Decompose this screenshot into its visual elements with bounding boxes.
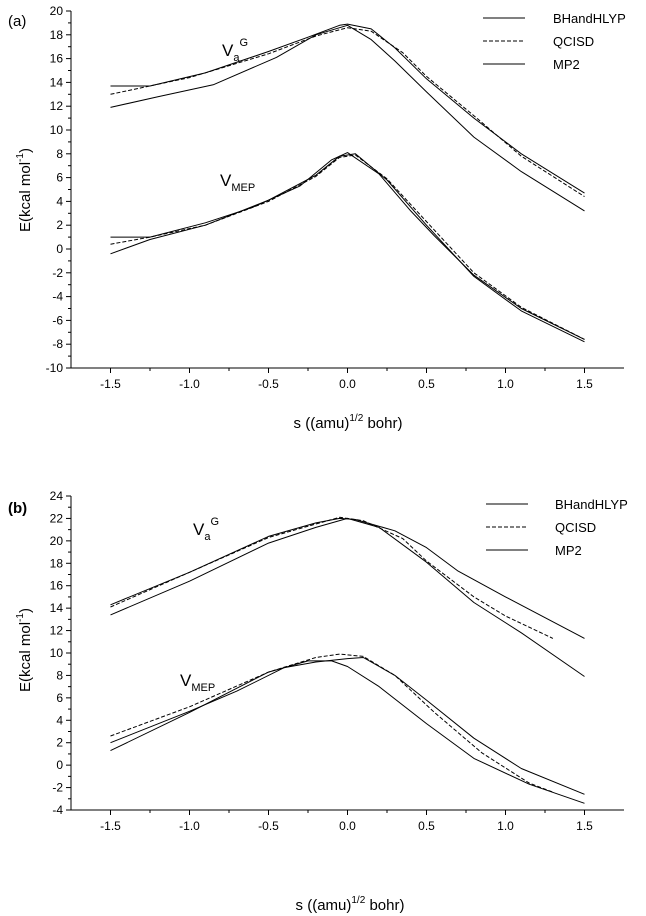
curve-label-sub: a [233,52,240,64]
y-tick-label: 12 [50,99,64,113]
y-tick-label: 2 [56,736,63,750]
curve-label-sup: G [239,37,248,49]
chart-panel-a: -10 -8 -6 -4 -2 0 2 4 6 8 10 12 14 16 18 20 -1.5 -1.0 -0.5… [8,4,626,432]
series-line-va-g-solid [110,517,585,639]
series-line-v-mep-solid [110,152,585,340]
x-axis-title-sup: 1/2 [351,895,365,906]
y-tick-label: 22 [50,511,64,525]
y-tick-label: -4 [52,803,63,817]
y-tick-label: 20 [50,534,64,548]
x-tick-label: -1.0 [179,819,200,833]
series-line-v-mep-dashed [110,154,585,340]
series-line-va-g-dashed [110,27,585,198]
curve-label-sub: MEP [231,182,255,194]
curve-label-lower: VMEP [180,671,215,694]
y-tick-label: 0 [56,758,63,772]
x-tick-label: 0.0 [339,377,356,391]
x-tick-label: 1.0 [497,377,514,391]
series-line-v-mep-solid [110,660,585,804]
series-line-va-g-dashed [110,516,554,639]
x-tick-label: 1.0 [497,819,514,833]
y-tick-label: 6 [56,171,63,185]
legend-label: QCISD [553,34,594,49]
y-tick-label: 8 [56,668,63,682]
y-axis-title-sup: -1 [15,153,26,162]
curve-label-sup: G [210,516,219,528]
y-tick-label: -10 [46,361,64,375]
y-tick-label: 20 [50,4,64,18]
y-axis-title: E(kcal mol-1) [15,608,34,692]
y-axis-title-tail: ) [17,148,34,153]
y-tick-label: 4 [56,194,63,208]
panel-label: (b) [8,500,27,517]
curve-label-main: V [193,520,205,539]
y-tick-label: 0 [56,242,63,256]
curve-label-upper: VaG [222,37,248,64]
y-tick-label: -4 [52,290,63,304]
legend-label: BHandHLYP [555,497,628,512]
x-tick-label: -0.5 [258,377,279,391]
series-line-v-mep-solid [110,153,585,343]
legend-label: BHandHLYP [553,11,626,26]
y-tick-label: 18 [50,556,64,570]
y-tick-label: 24 [50,489,64,503]
y-tick-label: 16 [50,579,64,593]
y-tick-label: 14 [50,75,64,89]
legend-label: MP2 [553,57,580,72]
curve-label-upper: VaG [193,516,219,543]
x-axis-title-main: s ((amu) [296,897,352,914]
panel-label: (a) [8,13,26,30]
y-tick-label: 10 [50,123,64,137]
x-axis-title-tail: bohr) [365,897,404,914]
y-tick-label: 8 [56,147,63,161]
y-tick-label: -6 [52,313,63,327]
legend-label: QCISD [555,520,596,535]
x-axis-title-tail: bohr) [363,415,402,432]
x-axis-title: s ((amu)1/2 bohr) [296,895,405,914]
curve-label-lower: VMEP [220,171,255,194]
x-tick-label: 0.0 [339,819,356,833]
y-axis-title-tail: ) [17,608,34,613]
y-tick-label: 4 [56,713,63,727]
x-tick-label: 1.5 [576,377,593,391]
y-axis-title-main: E(kcal mol [17,622,34,692]
y-tick-label: -2 [52,781,63,795]
y-axis-title-main: E(kcal mol [17,162,34,232]
y-tick-label: 2 [56,218,63,232]
y-tick-label: -2 [52,266,63,280]
y-tick-label: -8 [52,337,63,351]
y-axis-title: E(kcal mol-1) [15,148,34,232]
x-tick-label: -1.5 [100,377,121,391]
x-tick-label: 1.5 [576,819,593,833]
y-tick-label: 6 [56,691,63,705]
curve-label-main: V [220,171,232,190]
x-tick-label: -1.0 [179,377,200,391]
legend-label: MP2 [555,543,582,558]
curve-label-sub: a [204,531,211,543]
y-tick-label: 10 [50,646,64,660]
x-tick-label: 0.5 [418,377,435,391]
x-axis-title-main: s ((amu) [294,415,350,432]
curve-label-sub: MEP [191,682,215,694]
y-tick-label: 16 [50,52,64,66]
y-tick-label: 14 [50,601,64,615]
curve-label-main: V [180,671,192,690]
x-axis-title-sup: 1/2 [349,413,363,424]
series-line-va-g-solid [110,517,585,677]
curve-label-main: V [222,41,234,60]
x-tick-label: -1.5 [100,819,121,833]
series-line-va-g-solid [110,23,585,194]
y-tick-label: 12 [50,624,64,638]
series-line-va-g-solid [110,24,585,212]
x-axis-title: s ((amu)1/2 bohr) [294,413,403,432]
series-line-v-mep-dashed [110,653,554,793]
y-tick-label: 18 [50,28,64,42]
x-tick-label: -0.5 [258,819,279,833]
y-axis-title-sup: -1 [15,613,26,622]
x-tick-label: 0.5 [418,819,435,833]
series-line-v-mep-solid [110,657,585,795]
